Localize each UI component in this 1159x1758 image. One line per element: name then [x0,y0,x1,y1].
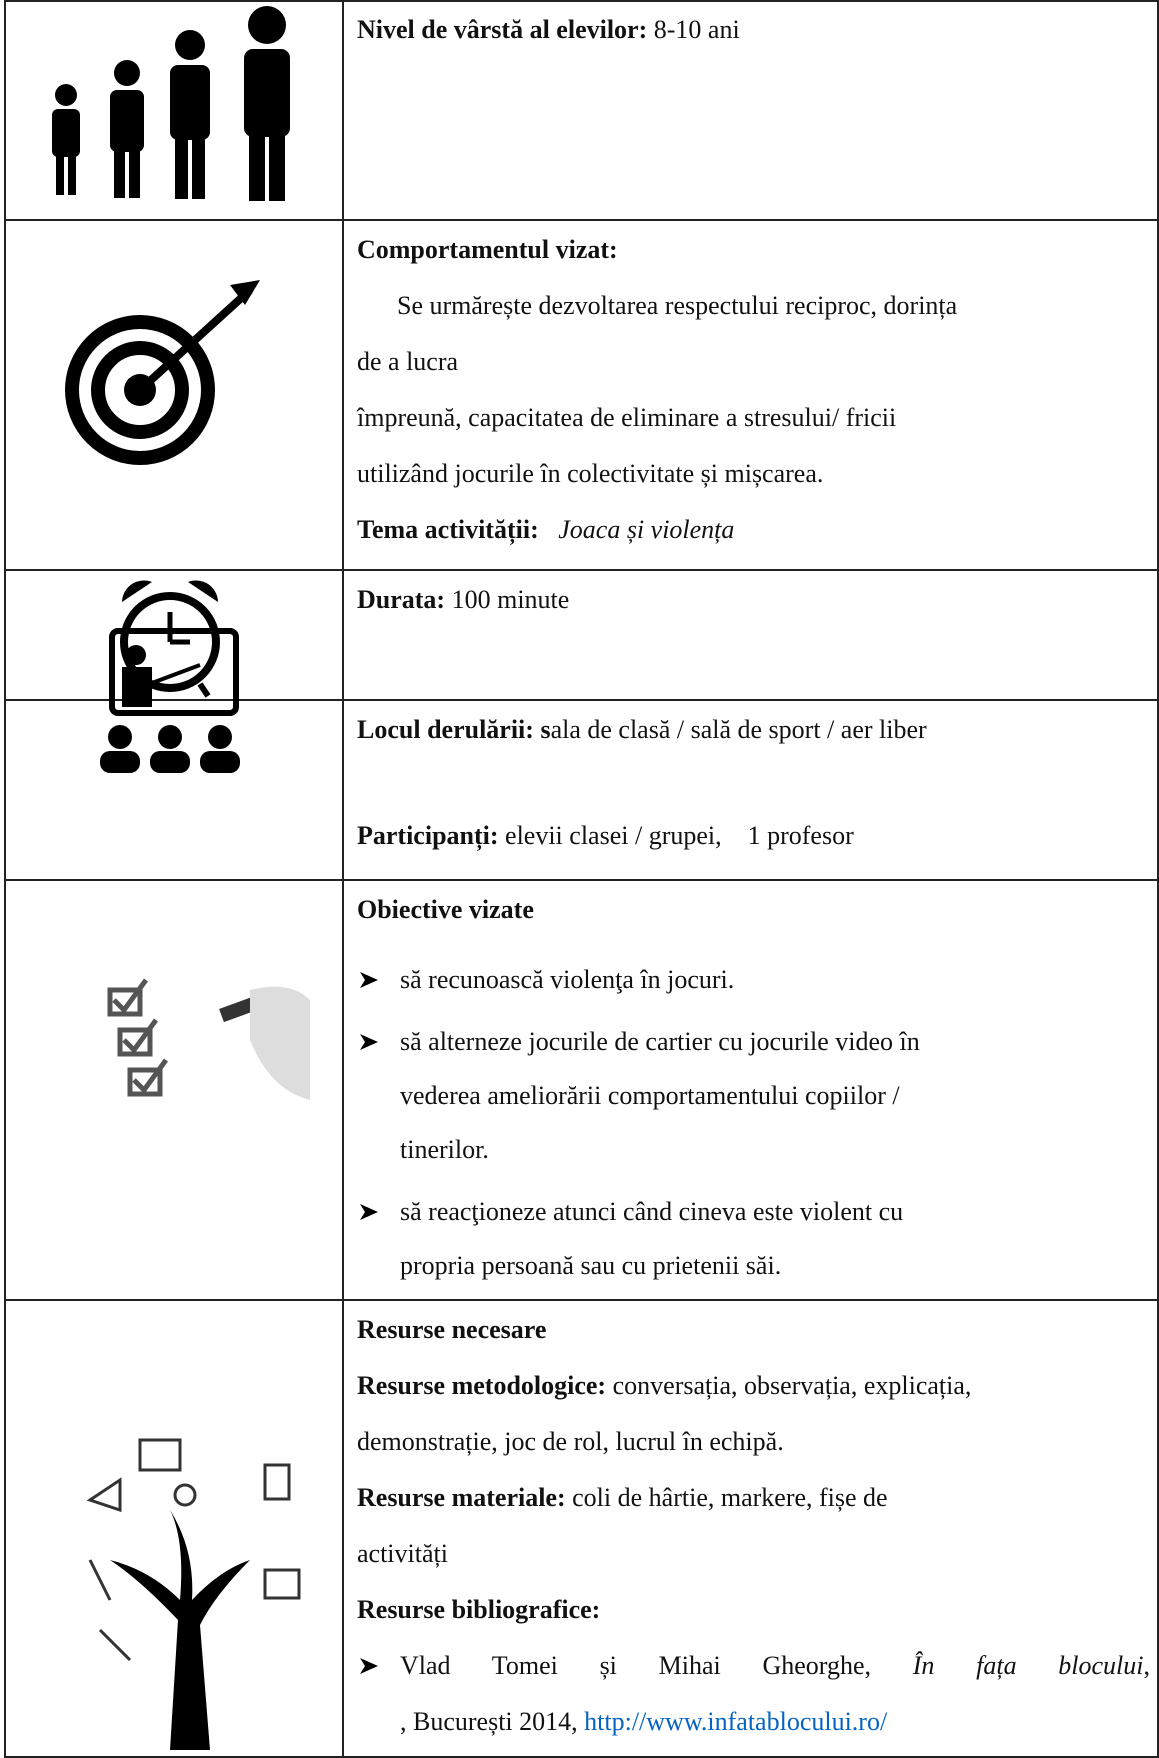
text-line: Se urmărește dezvoltarea respectului rec… [397,291,958,320]
authors: Vlad Tomei și Mihai Gheorghe, [400,1651,872,1680]
rule [4,0,6,1758]
label-tail: s [540,715,551,744]
line: Resurse metodologice: conversația, obser… [357,1366,971,1406]
bullet-line: propria persoană sau cu prietenii săi. [400,1251,782,1280]
label: Resurse necesare [357,1315,547,1344]
bullet-line: să recunoască violenţa în jocuri. [400,965,735,994]
label: Durata: [357,585,446,614]
place: , București 2014, [400,1707,578,1736]
text-line: utilizând jocurile în colectivitate și m… [357,459,824,488]
label: Comportamentul vizat: [357,235,618,264]
link[interactable]: http://www.infatablocului.ro/ [584,1707,888,1736]
people-icon [52,6,290,201]
line: Locul derulării: sala de clasă / sală de… [357,710,927,750]
label: Tema activității: [357,515,539,544]
text-line: de a lucra [357,347,459,376]
book-title: În fața blocului [912,1651,1144,1680]
rule [4,0,1159,2]
bullet [360,1034,378,1050]
target-icon [65,280,260,465]
tree-icon [86,1438,301,1750]
line: Durata: 100 minute [357,580,569,620]
bullet-line: să alterneze jocurile de cartier cu jocu… [400,1027,920,1056]
bullet [360,1658,378,1674]
rule [4,219,1159,221]
rule [1157,0,1159,1758]
classroom-icon [100,628,240,773]
value: Joaca și violența [558,515,735,544]
line: Tema activității: Joaca și violența [357,510,734,550]
value: elevii clasei / grupei, 1 profesor [505,821,854,850]
label: Resurse materiale: [357,1483,566,1512]
bullet-line: Vlad Tomei și Mihai Gheorghe, În fața bl… [400,1651,1151,1680]
line: Participanți: elevii clasei / grupei, 1 … [357,816,854,856]
bullet [360,1204,378,1220]
label: Resurse metodologice: [357,1371,607,1400]
bullet-line: tinerilor. [400,1135,489,1164]
rule [4,1756,1159,1758]
rule [4,699,1159,701]
label: Obiective vizate [357,895,534,924]
rule [4,1299,1159,1301]
line: Resurse materiale: coli de hârtie, marke… [357,1478,888,1518]
value: ala de clasă / sală de sport / aer liber [550,715,927,744]
text-line: demonstrație, joc de rol, lucrul în echi… [357,1427,784,1456]
rule [342,0,344,1758]
label: Locul derulării: [357,715,534,744]
line: Nivel de vârstă al elevilor: 8-10 ani [357,10,740,50]
bullet [360,972,378,988]
bullet-line: să reacţioneze atunci când cineva este v… [400,1197,904,1226]
rule [4,879,1159,881]
rule [4,569,1159,571]
value: 100 minute [451,585,570,614]
value: 8-10 ani [653,15,740,44]
value: conversația, observația, explicația, [612,1371,972,1400]
text-line: împreună, capacitatea de eliminare a str… [357,403,897,432]
checklist-icon [107,978,310,1100]
label: Participanți: [357,821,499,850]
label: Resurse bibliografice: [357,1595,601,1624]
label: Nivel de vârstă al elevilor: [357,15,648,44]
text-line: activități [357,1539,448,1568]
bullet-line: , București 2014, http://www.infatablocu… [400,1702,887,1742]
bullet-line: vederea ameliorării comportamentului cop… [400,1081,900,1110]
value: coli de hârtie, markere, fișe de [572,1483,888,1512]
